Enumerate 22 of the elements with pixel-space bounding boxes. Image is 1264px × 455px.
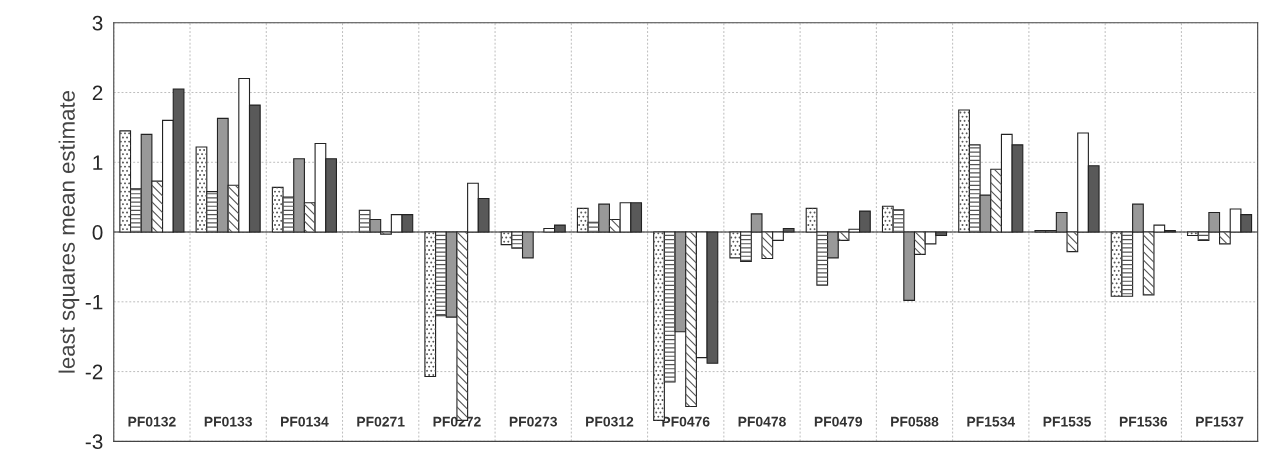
y-axis-title: least squares mean estimate	[58, 90, 80, 373]
x-tick-label: PF0312	[586, 416, 634, 427]
x-tick-label: PF0479	[814, 416, 863, 427]
y-tick-label: 0	[92, 225, 103, 240]
x-tick-label: PF0132	[128, 416, 176, 427]
x-tick-label: PF1534	[967, 416, 1016, 427]
x-tick-label: PF0273	[509, 416, 558, 427]
x-tick-label: PF0476	[662, 416, 710, 427]
x-tick-label: PF1535	[1043, 416, 1091, 427]
y-tick-label: -2	[85, 364, 103, 380]
x-tick-label: PF1536	[1119, 416, 1168, 427]
y-tick-label: 2	[92, 85, 103, 101]
y-tick-label: 1	[93, 155, 103, 170]
y-tick-label: 3	[92, 15, 103, 31]
x-tick-label: PF0271	[357, 416, 405, 427]
x-tick-label: PF1537	[1196, 416, 1244, 427]
x-tick-label: PF0134	[281, 416, 329, 427]
y-tick-label: -1	[85, 295, 103, 310]
x-tick-label: PF0133	[204, 416, 252, 427]
x-tick-label: PF0588	[891, 416, 939, 427]
y-tick-label: -3	[85, 434, 103, 450]
x-tick-label: PF0478	[738, 416, 786, 427]
